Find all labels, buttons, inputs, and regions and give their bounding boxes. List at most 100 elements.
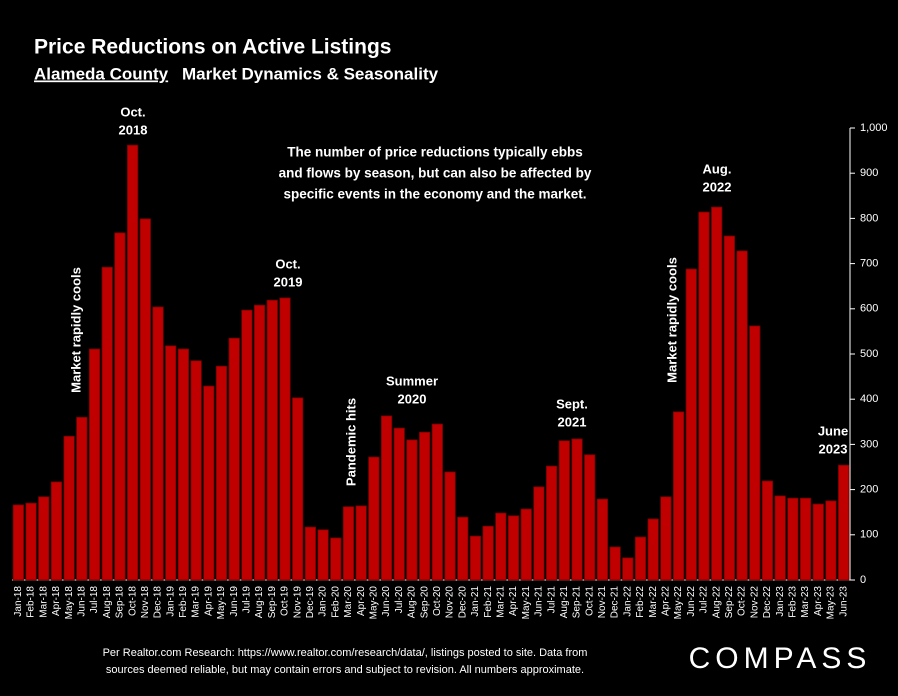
x-tick-label: Jun-23 — [838, 586, 849, 617]
x-tick-label: Apr-18 — [51, 586, 62, 616]
bar — [533, 486, 545, 581]
bar — [685, 268, 697, 581]
bar — [228, 337, 240, 581]
bar — [546, 465, 558, 581]
bar — [177, 348, 190, 581]
x-tick-label: May-19 — [216, 586, 227, 620]
x-tick-label: Jan-19 — [165, 586, 176, 617]
x-tick-label: Jun-19 — [229, 586, 240, 617]
bar — [482, 525, 494, 581]
bar — [622, 557, 634, 581]
annotation: 2018 — [119, 122, 148, 137]
x-tick-label: Jun-21 — [534, 586, 545, 617]
x-tick-label: Feb-22 — [635, 586, 646, 618]
bar — [698, 211, 710, 581]
bar — [380, 415, 393, 581]
x-tick-label: Oct-20 — [432, 586, 443, 616]
bar — [304, 526, 316, 581]
y-tick-label: 700 — [860, 258, 878, 270]
x-tick-label: Nov-19 — [292, 586, 303, 619]
bar — [419, 431, 431, 581]
bar — [507, 515, 520, 581]
bar — [558, 440, 570, 581]
y-tick-label: 0 — [860, 574, 866, 586]
chart-title: Price Reductions on Active Listings — [34, 36, 391, 59]
annotation: Market rapidly cools — [664, 257, 679, 383]
bar — [749, 325, 761, 581]
bar — [723, 235, 735, 581]
bar — [330, 537, 342, 581]
x-tick-label: Jun-18 — [76, 586, 87, 617]
x-tick-label: Feb-21 — [483, 586, 494, 618]
x-tick-label: Oct-22 — [737, 586, 748, 616]
y-tick-label: 900 — [860, 167, 878, 179]
annotation: Summer — [386, 373, 438, 388]
x-tick-label: Sep-21 — [572, 586, 583, 619]
x-tick-label: Mar-21 — [495, 586, 506, 618]
x-tick-label: Dec-19 — [305, 586, 316, 619]
annotation: Aug. — [703, 161, 732, 176]
bar — [609, 546, 621, 581]
x-tick-label: Mar-22 — [648, 586, 659, 618]
bar — [266, 299, 278, 581]
x-tick-label: Jan-22 — [622, 586, 633, 617]
x-tick-label: Mar-20 — [343, 586, 354, 618]
bar — [342, 506, 355, 581]
x-tick-label: Oct-21 — [584, 586, 595, 616]
x-tick-label: Dec-18 — [153, 586, 164, 619]
bar — [469, 535, 482, 581]
bar — [25, 502, 37, 581]
bar — [444, 471, 456, 581]
x-tick-label: Jan-21 — [470, 586, 481, 617]
x-tick-label: Apr-19 — [203, 586, 214, 616]
bar — [215, 365, 228, 581]
note: The number of price reductions typically… — [287, 145, 583, 160]
annotation: 2019 — [274, 274, 303, 289]
y-tick-label: 200 — [860, 484, 878, 496]
annotation: Sept. — [556, 396, 588, 411]
note: and flows by season, but can also be aff… — [279, 166, 592, 181]
bar — [317, 529, 329, 581]
bar — [393, 427, 405, 581]
x-tick-label: Sep-19 — [267, 586, 278, 619]
bar — [660, 496, 672, 581]
x-tick-label: Apr-22 — [661, 586, 672, 616]
x-tick-label: Sep-20 — [419, 586, 430, 619]
bar — [596, 498, 609, 581]
y-tick-label: 600 — [860, 303, 878, 315]
x-tick-label: Aug-18 — [102, 586, 113, 619]
bar — [63, 435, 75, 581]
x-tick-label: Dec-21 — [610, 586, 621, 619]
bar — [101, 266, 113, 581]
bar — [584, 454, 596, 581]
y-tick-label: 800 — [860, 212, 878, 224]
x-tick-label: Mar-23 — [800, 586, 811, 618]
y-tick-label: 500 — [860, 348, 878, 360]
x-tick-label: Feb-23 — [788, 586, 799, 618]
bar — [736, 250, 748, 581]
bar — [761, 480, 774, 581]
x-tick-label: Jul-22 — [699, 586, 710, 614]
x-tick-label: Oct-19 — [280, 586, 291, 616]
y-tick-label: 1,000 — [860, 122, 888, 134]
bar — [50, 481, 63, 581]
annotation: 2022 — [703, 179, 732, 194]
bar — [672, 411, 685, 581]
bar — [647, 518, 659, 581]
x-tick-label: Feb-19 — [178, 586, 189, 618]
bar — [812, 503, 824, 581]
annotation: June — [818, 423, 848, 438]
y-tick-label: 300 — [860, 438, 878, 450]
bar — [292, 397, 304, 581]
bar — [152, 306, 164, 581]
x-tick-label: Nov-18 — [140, 586, 151, 619]
chart-subtitle-underlined: Alameda County — [34, 64, 169, 83]
x-tick-label: Aug-21 — [559, 586, 570, 619]
x-tick-label: Aug-22 — [711, 586, 722, 619]
x-tick-label: Dec-20 — [457, 586, 468, 619]
bar — [139, 218, 151, 581]
source: sources deemed reliable, but may contain… — [106, 664, 584, 676]
x-tick-label: Jan-20 — [318, 586, 329, 617]
bar — [203, 385, 215, 581]
bar — [634, 536, 647, 581]
